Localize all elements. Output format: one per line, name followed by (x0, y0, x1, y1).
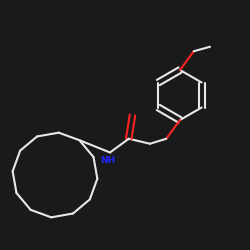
Text: NH: NH (100, 156, 116, 165)
